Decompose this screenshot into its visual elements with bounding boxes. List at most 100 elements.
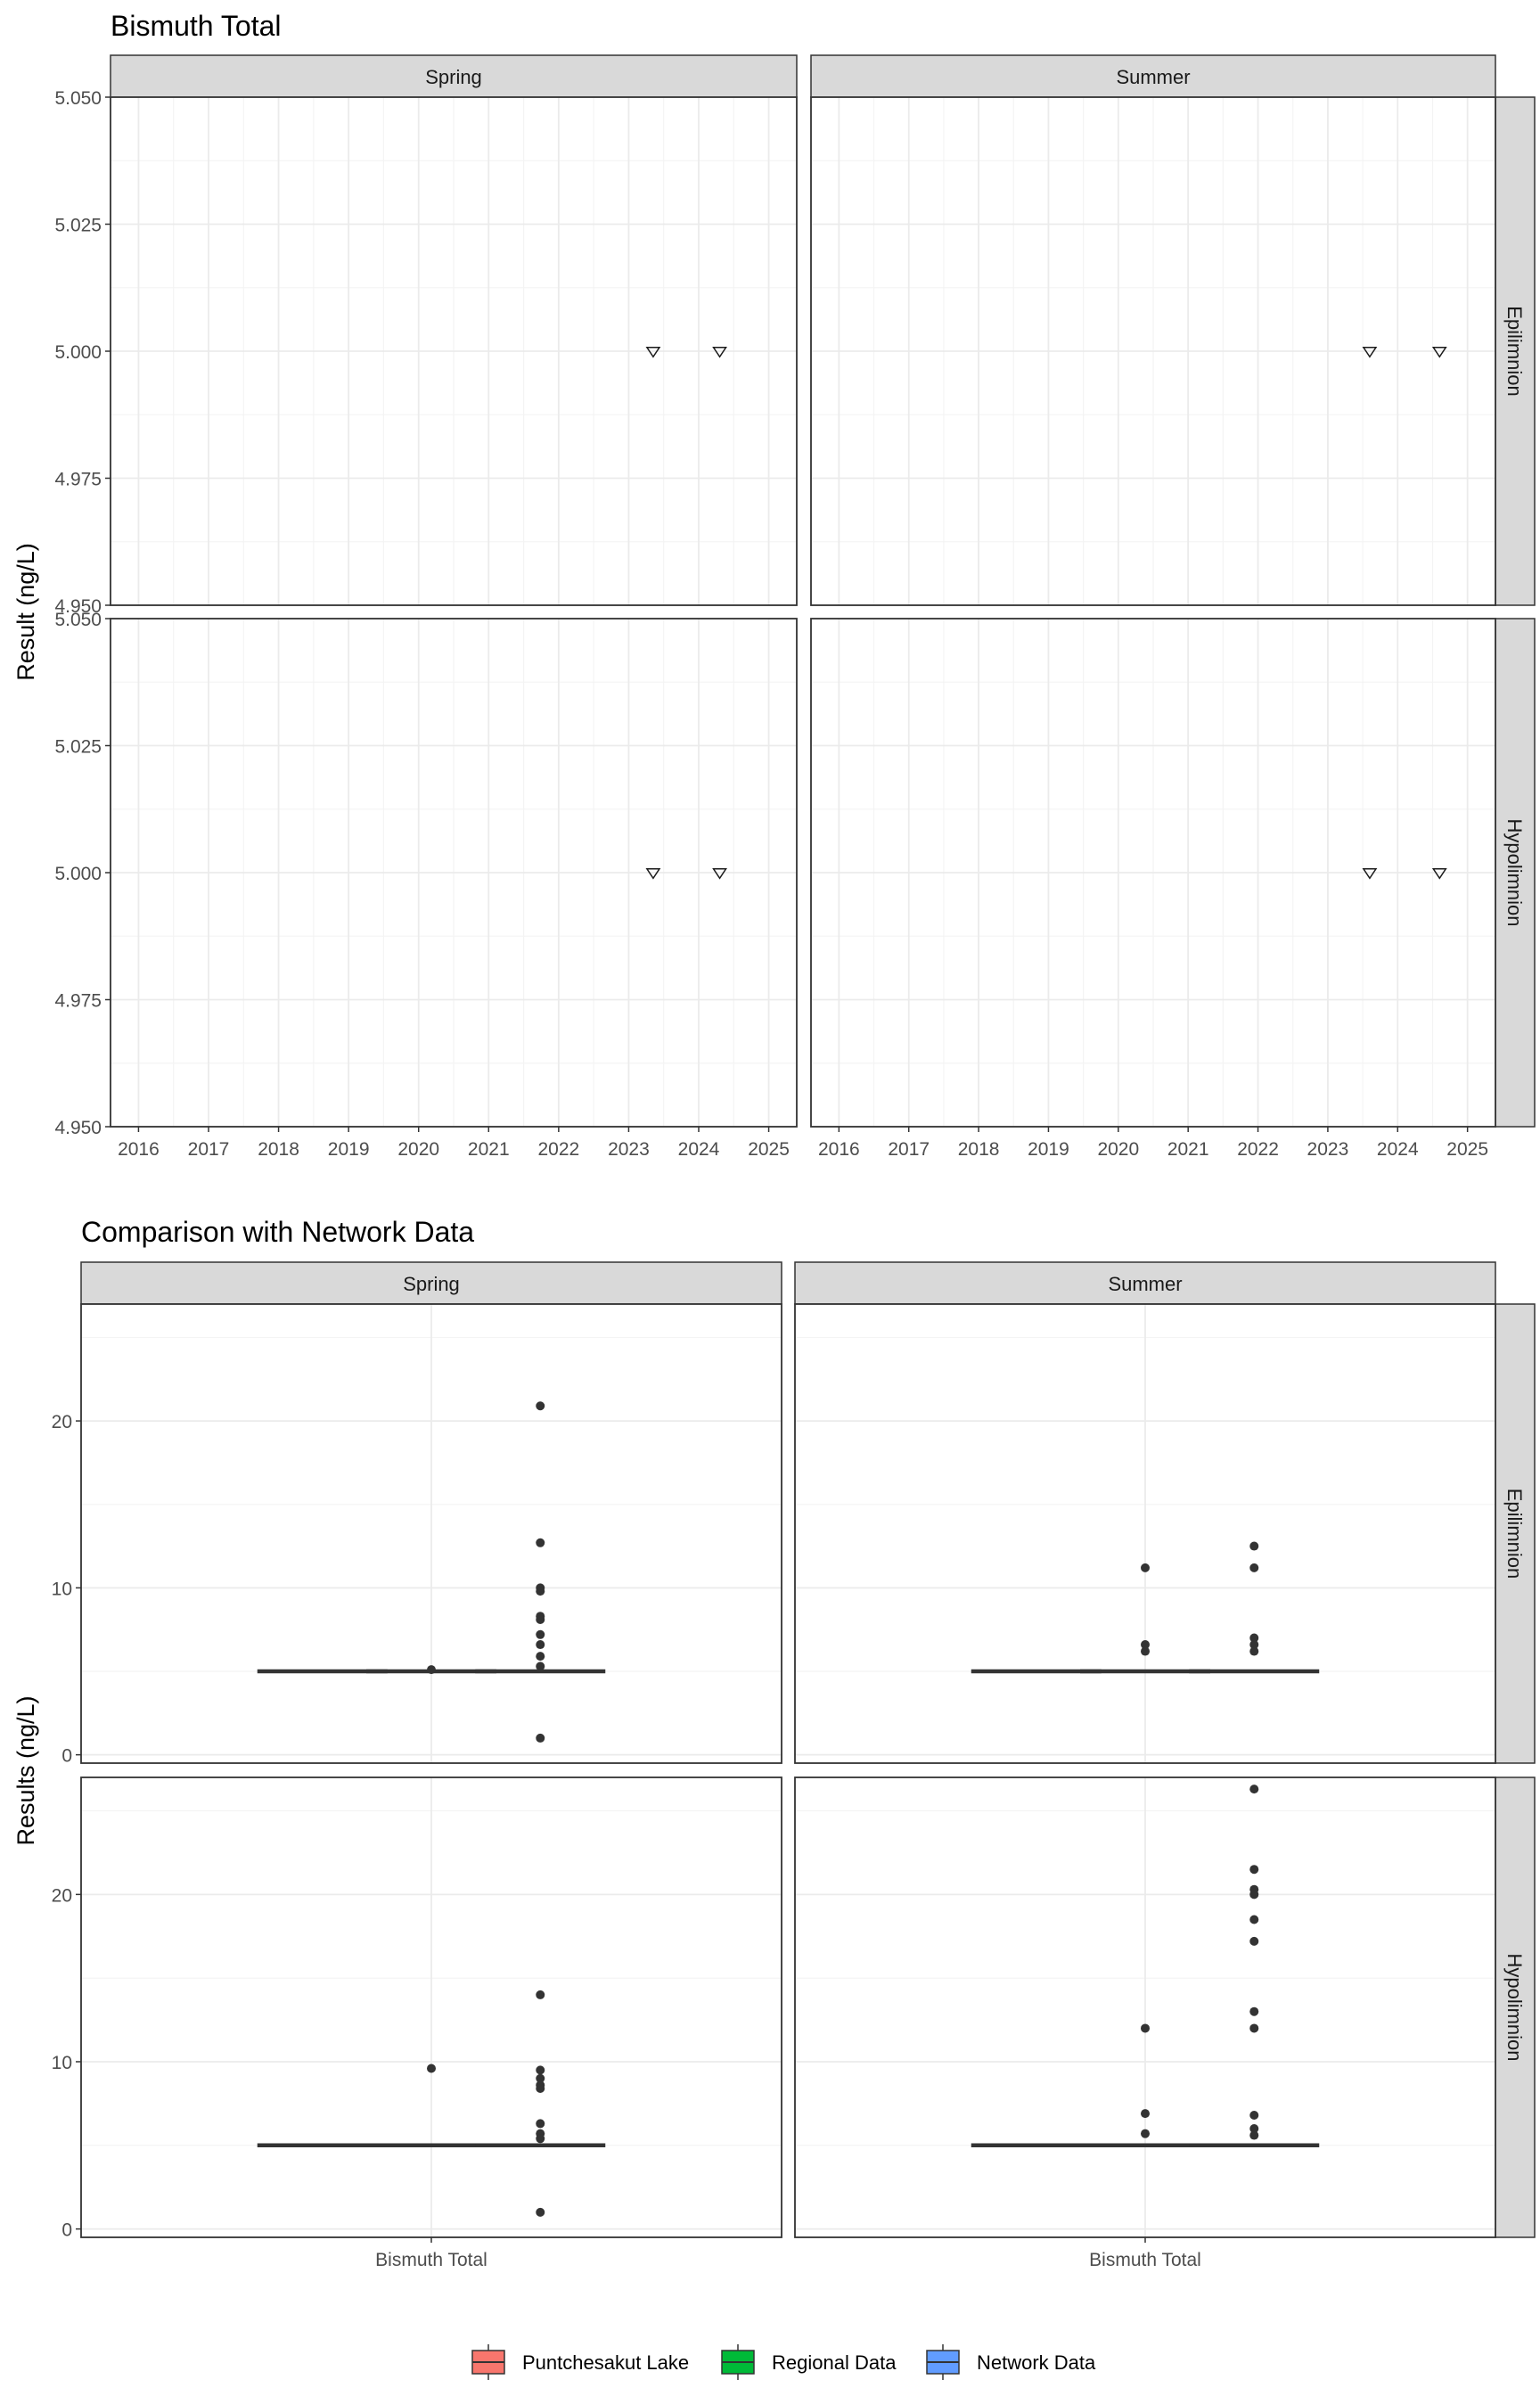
chart-1-x-tick-label: 2023 bbox=[1307, 1139, 1349, 1160]
panel-border bbox=[80, 1303, 782, 1764]
outlier-point-network-data bbox=[1249, 1563, 1259, 1572]
outlier-point-regional-data bbox=[1141, 2109, 1150, 2119]
outlier-point-network-data bbox=[536, 1652, 545, 1662]
data-point-triangle bbox=[1362, 868, 1378, 880]
chart-2-panel-summer-hypolimnion bbox=[794, 1776, 1496, 2238]
outlier-point-network-data bbox=[536, 1401, 545, 1411]
outlier-point-network-data bbox=[1249, 1785, 1259, 1794]
outlier-point-network-data bbox=[1249, 1633, 1259, 1643]
chart-1-title: Bismuth Total bbox=[111, 10, 282, 42]
outlier-point-network-data bbox=[1249, 1890, 1259, 1900]
outlier-point-network-data bbox=[536, 2065, 545, 2075]
chart-1-x-tick-label: 2016 bbox=[118, 1139, 160, 1160]
chart-2-strip-epilimnion bbox=[1495, 1303, 1536, 1764]
chart-2-strip-summer bbox=[794, 1261, 1496, 1305]
outlier-point-network-data bbox=[536, 1538, 545, 1547]
chart-1-panel-summer-epilimnion bbox=[810, 96, 1496, 606]
outlier-point-regional-data bbox=[427, 2064, 436, 2073]
chart-1-x-tick-label: 2021 bbox=[468, 1139, 510, 1160]
chart-1-bismuth-total: Bismuth Total Result (ng/L) Spring Summer Ep… bbox=[12, 10, 1536, 1160]
chart-1-x-tick-label: 2022 bbox=[537, 1139, 579, 1160]
outlier-point-network-data bbox=[1249, 1640, 1259, 1650]
chart-1-x-tick-label: 2021 bbox=[1167, 1139, 1209, 1160]
chart-2-x-tick-label: Bismuth Total bbox=[1089, 2250, 1201, 2270]
legend-label-network-data: Network Data bbox=[977, 2351, 1096, 2374]
chart-1-x-tick-label: 2022 bbox=[1237, 1139, 1279, 1160]
panel-border bbox=[794, 1303, 1496, 1764]
outlier-point-network-data bbox=[536, 1629, 545, 1639]
outlier-point-network-data bbox=[536, 1587, 545, 1596]
outlier-point-network-data bbox=[536, 1733, 545, 1743]
chart-2-y-tick-label: 10 bbox=[52, 2053, 72, 2073]
legend-label-puntchesakut-lake: Puntchesakut Lake bbox=[522, 2351, 689, 2374]
chart-1-y-axis-label: Result (ng/L) bbox=[12, 543, 39, 681]
chart-1-strip-summer bbox=[810, 54, 1496, 98]
chart-2-strip-label-hypolimnion: Hypolimnion bbox=[1503, 1953, 1526, 2061]
chart-1-x-tick-label: 2023 bbox=[608, 1139, 650, 1160]
chart-2-strip-label-epilimnion: Epilimnion bbox=[1503, 1489, 1526, 1580]
outlier-point-network-data bbox=[1249, 1865, 1259, 1875]
data-point-triangle bbox=[645, 347, 661, 358]
chart-1-y-tick-label: 4.975 bbox=[54, 991, 102, 1012]
panel-border bbox=[810, 96, 1496, 606]
outlier-point-regional-data bbox=[1141, 2023, 1150, 2033]
outlier-point-regional-data bbox=[1141, 1563, 1150, 1572]
chart-1-x-tick-label: 2017 bbox=[888, 1139, 930, 1160]
outlier-point-network-data bbox=[1249, 2111, 1259, 2121]
chart-1-y-tick-label: 5.025 bbox=[54, 216, 102, 236]
outlier-point-network-data bbox=[536, 1990, 545, 1999]
chart-1-y-tick-label: 5.000 bbox=[54, 864, 102, 884]
panel-border bbox=[810, 618, 1496, 1128]
outlier-point-network-data bbox=[536, 2073, 545, 2083]
outlier-point-network-data bbox=[536, 1662, 545, 1671]
outlier-point-network-data bbox=[1249, 1936, 1259, 1946]
chart-2-panel-spring-hypolimnion bbox=[80, 1776, 782, 2238]
chart-2-panel-summer-epilimnion bbox=[794, 1303, 1496, 1764]
chart-1-x-tick-label: 2017 bbox=[188, 1139, 230, 1160]
chart-2-y-tick-label: 20 bbox=[52, 1885, 72, 1906]
outlier-point-network-data bbox=[536, 2084, 545, 2094]
chart-2-strip-label-spring: Spring bbox=[403, 1273, 460, 1295]
outlier-point-network-data bbox=[1249, 2124, 1259, 2134]
chart-1-x-tick-label: 2019 bbox=[1028, 1139, 1069, 1160]
chart-1-strip-epilimnion bbox=[1495, 96, 1536, 606]
chart-1-x-tick-label: 2018 bbox=[958, 1139, 1000, 1160]
chart-1-y-tick-label: 5.000 bbox=[54, 342, 102, 363]
chart-1-strip-label-spring: Spring bbox=[425, 66, 482, 88]
chart-1-x-tick-label: 2024 bbox=[678, 1139, 720, 1160]
chart-2-y-tick-label: 0 bbox=[61, 2220, 72, 2241]
chart-2-x-tick-label: Bismuth Total bbox=[375, 2250, 487, 2270]
chart-1-strip-label-summer: Summer bbox=[1116, 66, 1190, 88]
outlier-point-regional-data bbox=[427, 1665, 436, 1675]
chart-1-x-tick-label: 2020 bbox=[397, 1139, 439, 1160]
chart-1-x-tick-label: 2018 bbox=[258, 1139, 299, 1160]
data-point-triangle bbox=[1362, 347, 1378, 358]
legend-entry-network-data: Network Data bbox=[926, 2344, 1096, 2380]
chart-2-strip-label-summer: Summer bbox=[1108, 1273, 1182, 1295]
data-point-triangle bbox=[645, 868, 661, 880]
chart-2-y-tick-label: 0 bbox=[61, 1746, 72, 1767]
chart-2-strip-spring bbox=[80, 1261, 782, 1305]
outlier-point-regional-data bbox=[1141, 1646, 1150, 1656]
legend-entry-puntchesakut-lake: Puntchesakut Lake bbox=[471, 2344, 689, 2380]
chart-2-comparison: Comparison with Network Data Results (ng/… bbox=[12, 1216, 1536, 2380]
data-point-triangle bbox=[1431, 868, 1447, 880]
outlier-point-network-data bbox=[536, 2207, 545, 2217]
outlier-point-network-data bbox=[1249, 2006, 1259, 2016]
legend-label-regional-data: Regional Data bbox=[772, 2351, 897, 2374]
outlier-point-network-data bbox=[536, 2134, 545, 2144]
outlier-point-network-data bbox=[1249, 2023, 1259, 2033]
outlier-point-network-data bbox=[1249, 2130, 1259, 2140]
chart-1-strip-spring bbox=[110, 54, 798, 98]
chart-1-strip-hypolimnion bbox=[1495, 618, 1536, 1128]
chart-1-y-tick-label: 5.025 bbox=[54, 737, 102, 758]
data-point-triangle bbox=[712, 868, 727, 880]
outlier-point-network-data bbox=[1249, 1646, 1259, 1656]
chart-1-y-tick-label: 4.975 bbox=[54, 470, 102, 490]
chart-1-x-tick-label: 2020 bbox=[1097, 1139, 1139, 1160]
chart-1-x-tick-label: 2019 bbox=[328, 1139, 370, 1160]
outlier-point-network-data bbox=[1249, 1915, 1259, 1924]
chart-2-y-tick-label: 20 bbox=[52, 1412, 72, 1432]
outlier-point-network-data bbox=[536, 1640, 545, 1650]
